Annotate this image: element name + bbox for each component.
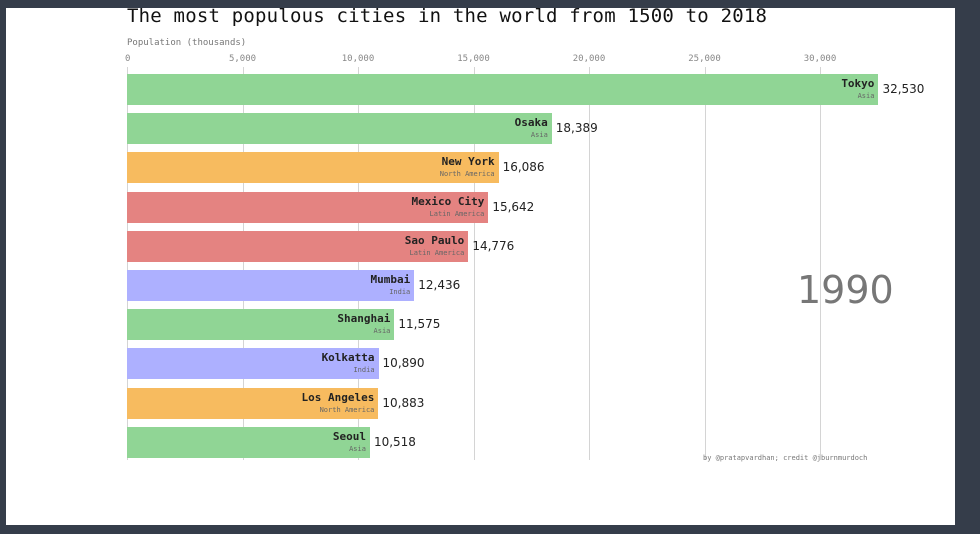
bar: Shanghai Asia (127, 309, 395, 341)
bar-value-label: 15,642 (492, 199, 535, 214)
gridline (473, 67, 475, 460)
credit-text: by @pratapvardhan; credit @jburnmurdoch (703, 454, 868, 462)
bar: Tokyo Asia (127, 74, 879, 105)
year-label: 1990 (797, 268, 894, 312)
bar-city-label: Osaka (514, 116, 548, 130)
bar-city-label: Mumbai (370, 273, 411, 286)
bar-value-label: 18,389 (555, 121, 598, 136)
bar-value-label: 10,883 (382, 395, 425, 410)
bar-region-label: Asia (373, 327, 391, 336)
bar-region-label: Asia (349, 444, 366, 453)
gridline (127, 67, 128, 460)
axis-label: Population (thousands) (127, 38, 247, 48)
bar-city-label: New York (441, 155, 495, 169)
bar-region-label: North America (439, 170, 495, 179)
bar-value-label: 10,518 (373, 434, 416, 449)
gridline (358, 67, 359, 460)
bar-city-label: Sao Paulo (404, 233, 465, 247)
gridline (242, 67, 244, 460)
chart-title: The most populous cities in the world fr… (127, 5, 768, 27)
bar-region-label: Latin America (429, 209, 485, 218)
bar-value-label: 16,086 (502, 160, 545, 175)
bar-value-label: 14,776 (472, 238, 515, 253)
gridline (820, 67, 821, 460)
x-tick-label: 25,000 (688, 54, 721, 64)
gridline (704, 67, 706, 460)
bar-value-label: 32,530 (882, 82, 925, 96)
x-tick-label: 15,000 (457, 54, 490, 64)
bar-region-label: Latin America (409, 248, 465, 257)
bar-region-label: North America (319, 405, 375, 414)
bar-city-label: Los Angeles (301, 390, 375, 404)
bar: Osaka Asia (127, 113, 552, 145)
bar: New York North America (127, 152, 499, 184)
bar-value-label: 12,436 (418, 278, 461, 292)
bar-value-label: 11,575 (398, 317, 441, 332)
x-tick-label: 30,000 (803, 54, 837, 64)
bar: Seoul Asia (127, 426, 370, 458)
bar-region-label: Asia (530, 131, 548, 140)
bar-region-label: Asia (857, 92, 875, 100)
bar-city-label: Seoul (332, 429, 366, 443)
gridline (589, 67, 590, 460)
bar: Kolkatta India (127, 348, 379, 380)
x-tick-label: 10,000 (341, 54, 375, 64)
x-tick-label: 20,000 (572, 54, 606, 64)
bar-region-label: India (389, 288, 411, 296)
bar: Mexico City Latin America (127, 191, 489, 223)
bar-city-label: Mexico City (411, 194, 485, 208)
bar: Los Angeles North America (127, 387, 379, 419)
bar-city-label: Shanghai (337, 312, 391, 326)
bar-region-label: India (353, 366, 375, 375)
bar: Sao Paulo Latin America (127, 230, 469, 262)
bar-city-label: Tokyo (841, 77, 875, 90)
x-tick-label: 5,000 (228, 54, 257, 64)
bar-value-label: 10,890 (382, 356, 425, 371)
x-tick-label: 0 (125, 54, 131, 64)
bar: Mumbai India (127, 270, 415, 301)
bar-city-label: Kolkatta (321, 351, 375, 365)
